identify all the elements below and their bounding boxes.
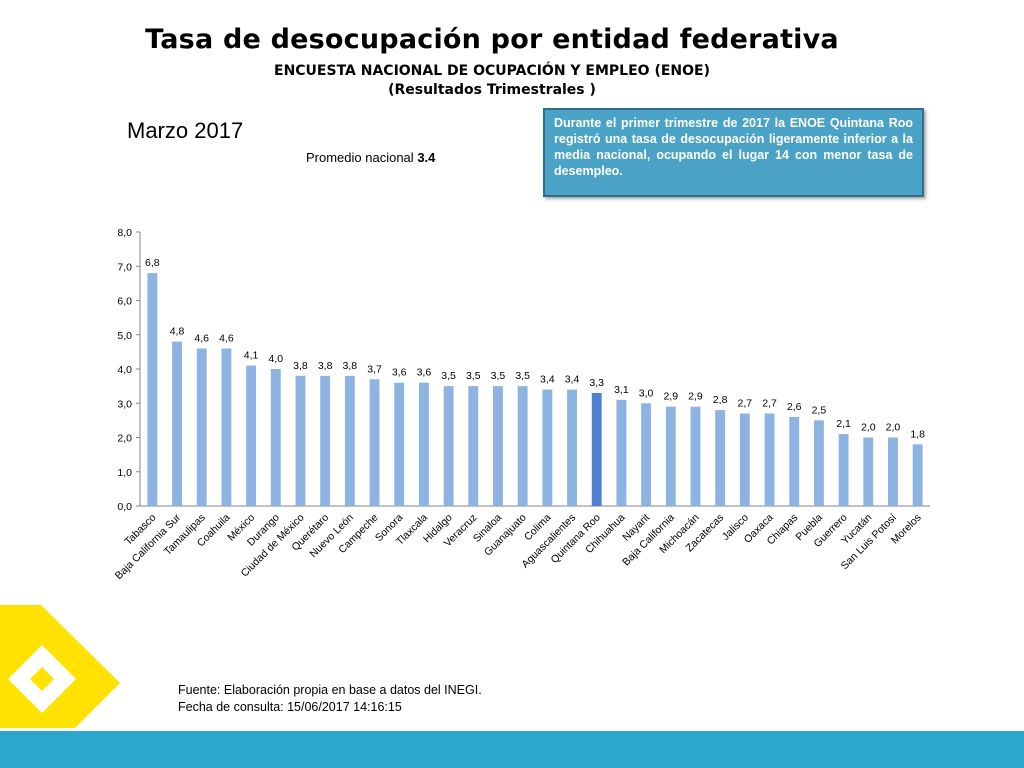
bar [493, 386, 503, 506]
subtitle-line-2: (Resultados Trimestrales ) [388, 82, 596, 98]
bar [813, 420, 824, 506]
y-tick-label: 2,0 [117, 433, 132, 445]
national-average-label: Promedio nacional [306, 150, 414, 165]
bar [468, 386, 479, 506]
bar-value-label: 2,0 [886, 422, 901, 434]
bar [764, 413, 775, 506]
bar-value-label: 2,0 [861, 422, 876, 434]
national-average-value: 3.4 [417, 150, 436, 165]
bar [715, 410, 726, 506]
bar-value-label: 6,8 [145, 257, 160, 269]
bars [147, 273, 923, 506]
chart-title: Tasa de desocupación por entidad federat… [145, 24, 839, 55]
note-box: Durante el primer trimestre de 2017 la E… [543, 108, 924, 197]
bar-value-label: 2,7 [738, 398, 753, 410]
bar-value-label: 2,7 [762, 398, 777, 410]
bar [690, 406, 701, 506]
brand-logo [0, 605, 120, 728]
national-average: Promedio nacional 3.4 [306, 150, 435, 165]
bar [739, 413, 750, 506]
bar-value-label: 3,4 [540, 374, 555, 386]
bar-value-label: 2,9 [688, 391, 703, 403]
bar [172, 341, 182, 506]
bar [888, 437, 898, 506]
subtitle-line-1: ENCUESTA NACIONAL DE OCUPACIÓN Y EMPLEO … [274, 63, 710, 79]
period-label: Marzo 2017 [127, 118, 244, 143]
bar [838, 434, 849, 506]
bar-value-label: 3,6 [417, 367, 432, 379]
bar-value-label: 3,5 [491, 370, 506, 382]
y-tick-label: 6,0 [117, 296, 132, 308]
y-tick-label: 3,0 [117, 398, 132, 410]
bar [641, 403, 652, 506]
bar-value-label: 4,1 [244, 350, 259, 362]
bar-value-label: 2,8 [713, 394, 728, 406]
y-tick-label: 5,0 [117, 330, 132, 342]
bar [320, 375, 331, 506]
bar [863, 437, 874, 506]
bar [912, 444, 923, 506]
bar-value-label: 3,3 [589, 377, 604, 389]
bar [344, 375, 355, 506]
bar [196, 348, 207, 506]
bar [246, 365, 257, 506]
value-labels: 6,8 4,8 4,6 4,6 4,1 4,0 3,8 3,8 3,8 3,7 3,6 3,6 3,5 3… [145, 257, 925, 440]
bar-value-label: 3,5 [441, 370, 456, 382]
bar-value-label: 3,4 [565, 374, 580, 386]
bar [369, 379, 380, 506]
bar [443, 386, 454, 506]
bar-value-label: 3,8 [318, 360, 333, 372]
bar [147, 273, 158, 506]
bar-highlight [591, 392, 602, 506]
consult-date: Fecha de consulta: 15/06/2017 14:16:15 [178, 700, 402, 714]
source-note: Fuente: Elaboración propia en base a dat… [178, 682, 482, 716]
bar [665, 406, 676, 506]
bar [567, 389, 577, 506]
y-tick-label: 8,0 [117, 227, 132, 239]
bar [789, 416, 800, 506]
bar-value-label: 3,0 [639, 387, 654, 399]
bar-value-label: 2,6 [787, 401, 802, 413]
bar-value-label: 3,7 [367, 363, 382, 375]
bar-value-label: 3,8 [343, 360, 358, 372]
bar-value-label: 4,6 [219, 332, 234, 344]
bar-value-label: 3,5 [515, 370, 530, 382]
bar [270, 369, 281, 506]
bar-value-label: 4,0 [268, 353, 283, 365]
y-tick-label: 7,0 [117, 261, 132, 273]
y-tick-label: 1,0 [117, 467, 132, 479]
bar [616, 399, 627, 506]
bar-value-label: 4,8 [170, 326, 185, 338]
bar [418, 382, 429, 506]
bar [542, 389, 553, 506]
bar-value-label: 1,8 [910, 428, 925, 440]
bar-value-label: 2,9 [663, 391, 678, 403]
bar [295, 375, 306, 506]
bar-value-label: 2,1 [836, 418, 851, 430]
y-tick-label: 0,0 [117, 501, 132, 513]
bar [221, 348, 232, 506]
bar-value-label: 3,1 [614, 384, 629, 396]
bar-value-label: 3,5 [466, 370, 481, 382]
bar [394, 382, 405, 506]
chart-subtitle: ENCUESTA NACIONAL DE OCUPACIÓN Y EMPLEO … [0, 62, 984, 100]
bar-value-label: 2,5 [812, 404, 827, 416]
y-tick-label: 4,0 [117, 364, 132, 376]
footer-band [0, 731, 1024, 768]
bar-value-label: 3,6 [392, 367, 407, 379]
bar [517, 386, 528, 506]
source-text: Fuente: Elaboración propia en base a dat… [178, 683, 482, 697]
bar-value-label: 4,6 [194, 332, 209, 344]
bar-value-label: 3,8 [293, 360, 308, 372]
bar-chart: 0,0 1,0 2,0 3,0 4,0 5,0 6,0 7,0 8,0 6,8 4,8 4,6 4,6… [113, 227, 930, 582]
